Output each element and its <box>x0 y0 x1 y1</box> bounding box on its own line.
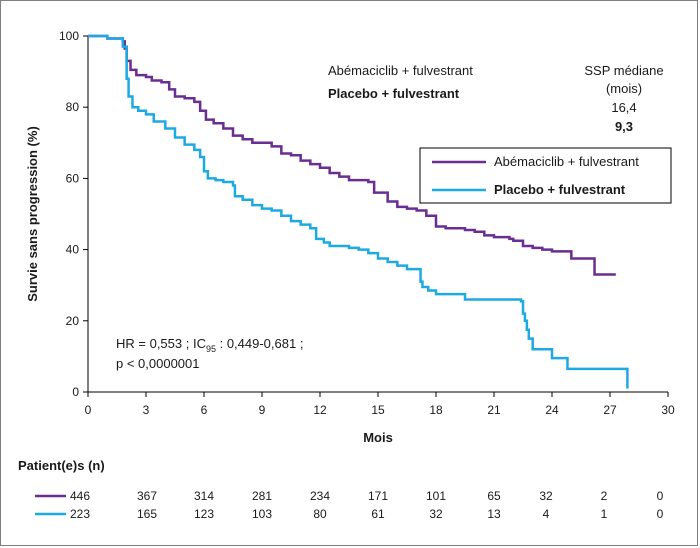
axes: 0 20 40 60 80 100 0 3 6 9 12 15 18 21 24 27 30 <box>59 29 675 417</box>
summary-row1-name: Abémaciclib + fulvestrant <box>328 63 473 78</box>
x-tick-label: 24 <box>545 403 559 417</box>
y-tick-label: 100 <box>59 29 79 43</box>
legend-box <box>419 147 672 204</box>
hr-annotation-part1: HR = 0,553 ; IC <box>116 336 206 351</box>
risk-cell: 13 <box>487 507 501 521</box>
summary-header-line1: SSP médiane <box>584 63 663 78</box>
series-line-abemaciclib <box>88 34 616 276</box>
x-tick-label: 30 <box>661 403 675 417</box>
x-tick-label: 12 <box>313 403 327 417</box>
legend-label-abemaciclib: Abémaciclib + fulvestrant <box>494 154 639 169</box>
summary-value2: 9,3 <box>615 119 633 134</box>
risk-cell: 314 <box>194 489 214 503</box>
hr-annotation-line2: p < 0,0000001 <box>116 356 200 371</box>
risk-cell: 103 <box>252 507 272 521</box>
risk-cell: 165 <box>137 507 157 521</box>
y-tick-label: 80 <box>66 100 80 114</box>
x-tick-label: 0 <box>85 403 92 417</box>
risk-cell: 101 <box>426 489 446 503</box>
risk-cell: 171 <box>368 489 388 503</box>
hr-annotation-line1: HR = 0,553 ; IC95 : 0,449-0,681 ; <box>116 336 303 354</box>
risk-cell: 32 <box>429 507 443 521</box>
x-tick-label: 18 <box>429 403 443 417</box>
x-tick-label: 21 <box>487 403 501 417</box>
hr-annotation-subscript: 95 <box>206 344 216 354</box>
legend-label-placebo: Placebo + fulvestrant <box>494 182 626 197</box>
risk-table: 446 367 314 281 234 171 101 65 32 2 0 223 165 123 103 8… <box>35 489 664 521</box>
y-tick-label: 0 <box>72 385 79 399</box>
risk-cell: 2 <box>601 489 608 503</box>
x-tick-label: 9 <box>259 403 266 417</box>
summary-row2-name: Placebo + fulvestrant <box>328 86 460 101</box>
x-tick-label: 15 <box>371 403 385 417</box>
x-tick-label: 3 <box>143 403 150 417</box>
curves <box>88 34 629 389</box>
summary-value1: 16,4 <box>611 100 636 115</box>
risk-cell: 281 <box>252 489 272 503</box>
y-axis-label: Survie sans progression (%) <box>25 126 40 302</box>
x-axis-label: Mois <box>363 430 393 445</box>
y-tick-label: 40 <box>66 243 80 257</box>
risk-cell: 367 <box>137 489 157 503</box>
legend: Abémaciclib + fulvestrant Placebo + fulv… <box>419 147 672 204</box>
risk-table-title: Patient(e)s (n) <box>18 458 105 473</box>
risk-cell: 1 <box>601 507 608 521</box>
risk-cell: 446 <box>70 489 90 503</box>
hr-annotation-part2: : 0,449-0,681 ; <box>216 336 303 351</box>
y-tick-label: 20 <box>66 314 80 328</box>
x-tick-label: 6 <box>201 403 208 417</box>
y-tick-label: 60 <box>66 171 80 185</box>
x-tick-label: 27 <box>603 403 617 417</box>
risk-cell: 123 <box>194 507 214 521</box>
risk-cell: 80 <box>313 507 327 521</box>
risk-cell: 4 <box>543 507 550 521</box>
risk-cell: 0 <box>657 507 664 521</box>
risk-cell: 0 <box>657 489 664 503</box>
risk-cell: 234 <box>310 489 330 503</box>
risk-cell: 65 <box>487 489 501 503</box>
risk-cell: 223 <box>70 507 90 521</box>
series-line-placebo <box>88 34 629 389</box>
risk-cell: 61 <box>371 507 385 521</box>
risk-cell: 32 <box>539 489 553 503</box>
summary-header-line2: (mois) <box>606 81 642 96</box>
